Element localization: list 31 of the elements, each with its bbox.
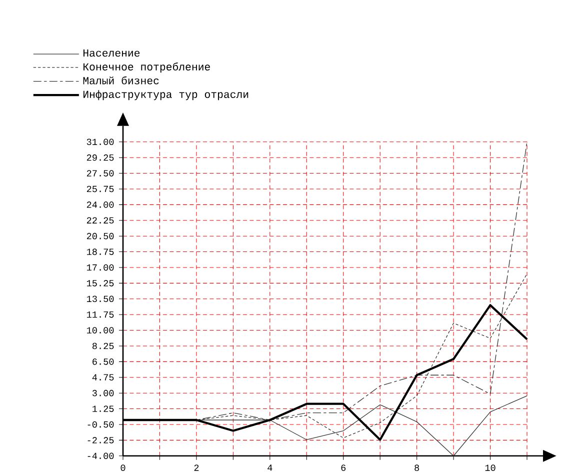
y-tick-label: 17.00 xyxy=(86,264,114,270)
y-tick-label: 10.00 xyxy=(86,326,114,334)
y-tick-label: 27.50 xyxy=(86,170,114,176)
legend-label: Население xyxy=(83,49,140,56)
y-tick-label: 8.25 xyxy=(92,342,114,349)
y-tick-label: 22.25 xyxy=(86,217,114,224)
x-tick-label: 10 xyxy=(485,464,496,471)
legend-label: Малый бизнес xyxy=(83,76,159,84)
y-tick-label: -0.50 xyxy=(88,421,114,428)
y-tick-label: 6.50 xyxy=(92,358,114,365)
x-tick-label: 6 xyxy=(341,464,346,471)
y-tick-label: 1.25 xyxy=(92,405,114,412)
y-tick-label: 11.75 xyxy=(86,311,114,318)
y-tick-label: 4.75 xyxy=(92,374,114,380)
y-tick-label: 18.75 xyxy=(86,248,114,255)
y-tick-label: 24.00 xyxy=(86,201,114,208)
x-tick-label: 2 xyxy=(194,464,199,471)
y-tick-label: 31.00 xyxy=(86,138,114,145)
x-tick-label: 8 xyxy=(414,464,419,471)
y-tick-label: 13.50 xyxy=(86,296,114,302)
y-tick-label: 29.25 xyxy=(86,154,114,161)
y-tick-label: 25.75 xyxy=(86,186,114,192)
y-tick-label: 3.00 xyxy=(92,390,114,396)
y-tick-label: -4.00 xyxy=(88,452,114,459)
y-tick-label: 15.25 xyxy=(86,280,114,286)
legend-label: Инфраструктура тур отрасли xyxy=(83,90,248,100)
legend-label: Конечное потребление xyxy=(84,62,210,72)
y-tick-label: 20.50 xyxy=(86,232,114,240)
x-tick-label: 4 xyxy=(268,464,272,471)
x-tick-label: 0 xyxy=(120,464,126,471)
y-tick-label: -2.25 xyxy=(88,436,114,444)
